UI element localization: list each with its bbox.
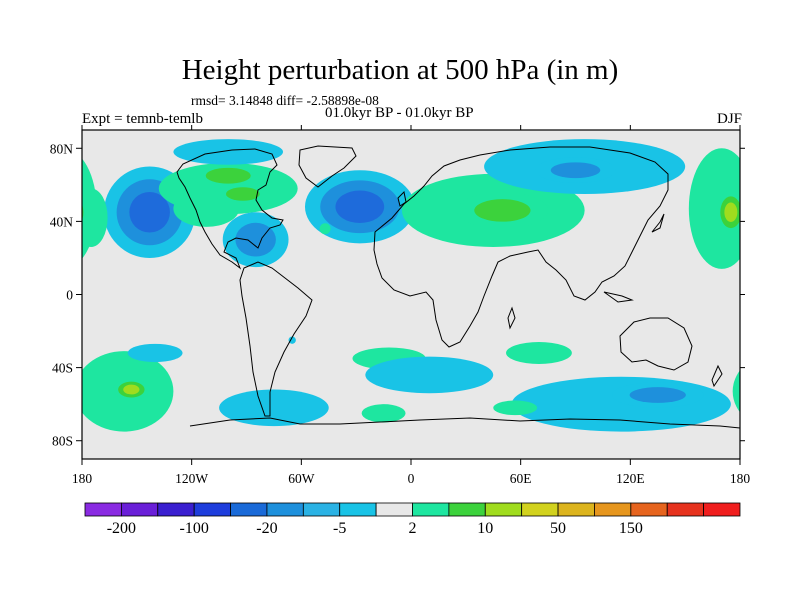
anomaly-contour-band bbox=[235, 222, 276, 257]
y-tick-label: 40N bbox=[50, 214, 74, 229]
colorbar-swatch bbox=[193, 502, 231, 517]
anomaly-contour-band bbox=[127, 343, 183, 363]
x-tick-label: 0 bbox=[408, 471, 415, 486]
anomaly-contour-band bbox=[205, 167, 251, 184]
anomaly-contour-band bbox=[786, 344, 800, 362]
colorbar-swatch bbox=[594, 502, 632, 517]
anomaly-contour-band bbox=[225, 187, 260, 201]
experiment-label: Expt = temnb-temlb bbox=[82, 111, 203, 127]
anomaly-contour-band bbox=[771, 379, 800, 401]
colorbar-swatch bbox=[339, 502, 377, 517]
coastline-australia bbox=[619, 317, 693, 371]
colorbar-label: 10 bbox=[477, 520, 493, 537]
anomaly-contour-band bbox=[787, 192, 800, 233]
anomaly-contour-band bbox=[173, 139, 284, 165]
colorbar-swatch bbox=[230, 502, 268, 517]
coastline-japan bbox=[651, 213, 665, 233]
anomaly-contour-band bbox=[361, 404, 406, 423]
anomaly-contour-band bbox=[775, 179, 800, 245]
map-axes: 180 120W 60W 0 60E 120E 180 80N 40N 0 40S 80S bbox=[50, 125, 751, 486]
y-tick-label: 80N bbox=[50, 141, 74, 156]
anomaly-contour-band bbox=[129, 191, 170, 233]
anomaly-contour-band bbox=[776, 382, 800, 398]
anomaly-contour-band bbox=[288, 336, 296, 344]
coastlines bbox=[176, 145, 740, 429]
x-tick-label: 60W bbox=[288, 471, 315, 486]
anomaly-contour-band bbox=[493, 400, 538, 416]
anomaly-contour-band bbox=[219, 389, 329, 427]
anomaly-contour-band bbox=[82, 195, 88, 230]
colorbar-label: -20 bbox=[256, 520, 277, 537]
colorbar-swatch bbox=[157, 502, 195, 517]
x-tick-label: 180 bbox=[72, 471, 93, 486]
stats-line: rmsd= 3.14848 diff= -2.58898e-08 bbox=[191, 93, 379, 108]
anomaly-contours bbox=[0, 139, 800, 432]
anomaly-contour-band bbox=[365, 356, 494, 394]
colorbar-label: -5 bbox=[333, 520, 346, 537]
colorbar-label: 150 bbox=[619, 520, 643, 537]
y-tick-label: 0 bbox=[66, 288, 73, 303]
colorbar-swatch bbox=[666, 502, 705, 517]
x-tick-label: 120W bbox=[175, 471, 208, 486]
anomaly-contour-band bbox=[0, 377, 73, 432]
colorbar-swatch bbox=[266, 502, 304, 517]
period-label: 01.0kyr BP - 01.0kyr BP bbox=[325, 105, 474, 121]
colorbar-swatch bbox=[448, 502, 486, 517]
anomaly-contour-band bbox=[629, 387, 686, 403]
anomaly-contour-band bbox=[506, 342, 572, 364]
x-tick-label: 180 bbox=[730, 471, 751, 486]
coastline-british-isles bbox=[397, 190, 407, 207]
anomaly-contour-band bbox=[762, 167, 800, 258]
coastline-eurasia-africa bbox=[373, 146, 669, 348]
anomaly-contour-band bbox=[0, 382, 45, 408]
coastline-greenland bbox=[298, 145, 357, 188]
anomaly-contour-band bbox=[781, 385, 797, 395]
colorbar: -200 -100 -20 -5 2 10 50 150 bbox=[84, 502, 741, 537]
anomaly-contour-band bbox=[82, 158, 97, 259]
anomaly-contour-band bbox=[123, 384, 140, 395]
coastline-south-america bbox=[239, 261, 313, 417]
season-label: DJF bbox=[716, 111, 742, 127]
colorbar-swatch bbox=[484, 502, 523, 517]
anomaly-contour-band bbox=[550, 162, 601, 179]
anomaly-contour-band bbox=[724, 202, 738, 222]
anomaly-contour-band bbox=[335, 190, 385, 224]
coastline-indonesia bbox=[603, 291, 634, 303]
coastline-new-zealand bbox=[711, 364, 723, 388]
coastline-madagascar bbox=[507, 306, 516, 330]
anomaly-contour-band bbox=[0, 387, 28, 403]
chart-title: Height perturbation at 500 hPa (in m) bbox=[181, 54, 619, 86]
anomaly-contour-band bbox=[319, 223, 331, 235]
y-tick-label: 40S bbox=[52, 361, 73, 376]
colorbar-swatch bbox=[521, 502, 559, 517]
anomaly-contour-band bbox=[511, 376, 731, 432]
colorbar-label: 2 bbox=[409, 520, 417, 537]
coastline-antarctica bbox=[189, 417, 740, 429]
x-tick-label: 120E bbox=[616, 471, 645, 486]
colorbar-swatch bbox=[630, 502, 668, 517]
colorbar-swatch bbox=[557, 502, 595, 517]
colorbar-swatch bbox=[120, 502, 159, 517]
colorbar-swatch bbox=[703, 502, 741, 517]
anomaly-contour-band bbox=[474, 199, 531, 222]
anomaly-contour-band bbox=[0, 139, 27, 194]
y-tick-label: 80S bbox=[52, 434, 73, 449]
colorbar-label: -200 bbox=[107, 520, 136, 537]
colorbar-swatch bbox=[375, 502, 413, 517]
colorbar-label: -100 bbox=[180, 520, 209, 537]
anomaly-contour-band bbox=[688, 148, 740, 269]
colorbar-swatch bbox=[84, 502, 122, 517]
anomaly-contour-band bbox=[732, 370, 740, 413]
coastline-north-america bbox=[176, 148, 284, 270]
colorbar-swatch bbox=[412, 502, 450, 517]
colorbar-label: 50 bbox=[550, 520, 566, 537]
x-tick-label: 60E bbox=[510, 471, 532, 486]
colorbar-swatch bbox=[302, 502, 341, 517]
